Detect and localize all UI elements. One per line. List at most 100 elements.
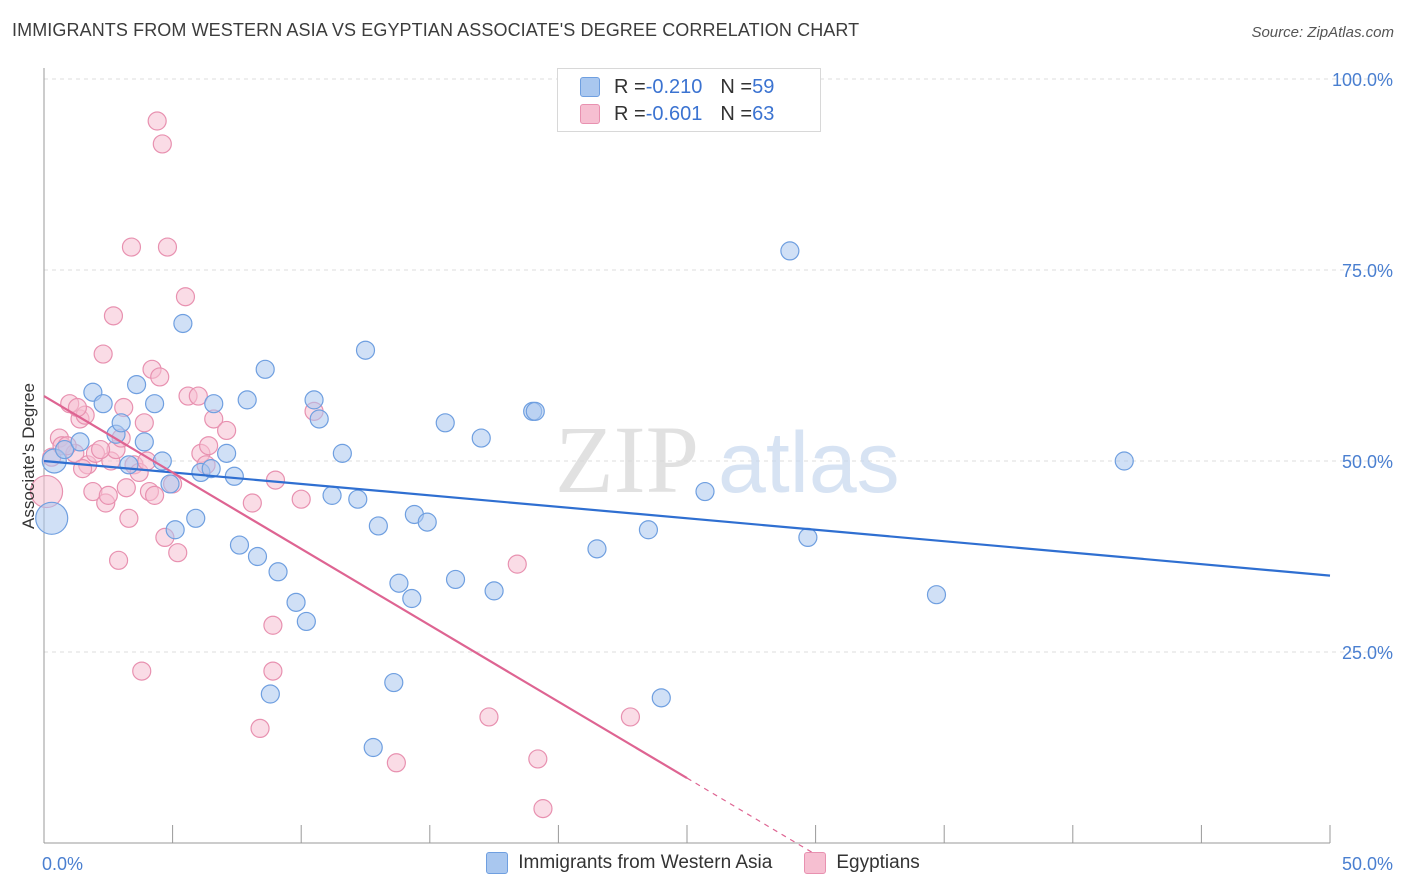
western-asia-point (484, 581, 504, 601)
western-asia-point (355, 340, 376, 360)
egyptians-point (108, 550, 129, 570)
egyptians-point (72, 459, 93, 479)
western-asia-trend-line (43, 459, 1331, 577)
western-asia-point (111, 413, 131, 433)
x-tick-label: 0.0% (42, 854, 83, 874)
egyptians-point (242, 493, 262, 513)
egyptians-point (528, 749, 548, 769)
western-asia-point (165, 520, 185, 540)
western-asia-point (286, 592, 306, 612)
n-label: N = (720, 102, 753, 125)
series2-swatch (580, 104, 600, 124)
chart-title: IMMIGRANTS FROM WESTERN ASIA VS EGYPTIAN… (12, 20, 860, 40)
r-value: -0.210 (645, 75, 703, 98)
western-asia-point (160, 474, 180, 494)
western-asia-point (35, 501, 69, 535)
legend-item-western-asia[interactable]: Immigrants from Western Asia (486, 852, 772, 874)
n-value: 59 (752, 75, 775, 98)
watermark-atlas: atlas (718, 415, 900, 511)
western-asia-point (695, 481, 715, 502)
egyptians-point (199, 436, 219, 456)
egyptians-point (90, 439, 111, 460)
western-asia-point (348, 489, 368, 509)
western-asia-point (255, 359, 275, 379)
egyptians-point (134, 413, 154, 433)
legend-item-egyptians[interactable]: Egyptians (804, 852, 920, 874)
egyptians-point (263, 661, 283, 681)
western-asia-point (384, 672, 404, 693)
western-asia-point (54, 439, 75, 460)
western-asia-point (780, 241, 800, 261)
western-asia-point (134, 432, 154, 452)
western-asia-point (435, 413, 455, 433)
egyptians-point (150, 367, 170, 387)
western-asia-point (173, 313, 193, 334)
western-asia-point (201, 459, 221, 479)
y-axis-label: Associate's Degree (19, 383, 38, 529)
series2-swatch (804, 852, 827, 874)
western-asia-point (247, 546, 268, 567)
data-points (29, 111, 1134, 819)
watermark: ZIP atlas (555, 406, 900, 513)
western-asia-point (217, 443, 237, 463)
western-asia-point (309, 409, 329, 429)
western-asia-point (368, 516, 388, 536)
egyptians-point (175, 287, 196, 307)
egyptians-point (386, 753, 406, 773)
egyptians-point (103, 306, 124, 326)
y-tick-label: 100.0% (1332, 70, 1393, 90)
western-asia-point (186, 508, 206, 528)
egyptians-point (263, 615, 283, 635)
western-asia-point (587, 539, 607, 559)
y-tick-label: 75.0% (1342, 261, 1393, 281)
series1-swatch (486, 852, 509, 874)
western-asia-point (70, 432, 90, 452)
r-label: R = (614, 102, 646, 125)
western-asia-point (926, 585, 947, 605)
egyptians-trend-extension (686, 777, 816, 855)
egyptians-point (217, 420, 237, 441)
gridlines (44, 78, 1396, 653)
western-asia-point (363, 737, 383, 758)
egyptians-point (152, 134, 172, 154)
series-legend: Immigrants from Western Asia Egyptians (0, 852, 1406, 874)
egyptians-point (188, 386, 208, 406)
legend-label: Immigrants from Western Asia (518, 852, 773, 873)
western-asia-point (417, 512, 437, 532)
western-asia-point (322, 485, 342, 505)
egyptians-point (157, 237, 178, 257)
egyptians-point (116, 478, 136, 498)
egyptians-point (291, 489, 311, 509)
r-value: -0.601 (645, 102, 703, 125)
egyptians-trend-line (43, 395, 688, 780)
western-asia-point (296, 611, 316, 632)
y-tick-label: 25.0% (1342, 643, 1393, 663)
n-value: 63 (752, 102, 775, 125)
western-asia-point (268, 562, 288, 582)
egyptians-point (147, 111, 167, 131)
western-asia-point (304, 390, 324, 410)
western-asia-point (651, 688, 671, 708)
western-asia-point (237, 390, 257, 410)
western-asia-point (126, 375, 147, 395)
legend-label: Egyptians (836, 852, 920, 873)
n-label: N = (720, 75, 753, 98)
legend-row-series2: R = -0.601 N = 63 (580, 101, 774, 127)
series1-swatch (580, 77, 600, 97)
western-asia-point (445, 569, 466, 590)
x-tick-label: 50.0% (1342, 854, 1393, 874)
western-asia-point (144, 394, 165, 414)
egyptians-point (533, 799, 553, 819)
egyptians-point (119, 508, 139, 528)
stats-legend: R = -0.210 N = 59 R = -0.601 N = 63 (557, 68, 821, 132)
legend-row-series1: R = -0.210 N = 59 (580, 74, 774, 100)
western-asia-point (224, 466, 244, 486)
western-asia-point (402, 588, 422, 609)
western-asia-point (204, 394, 224, 414)
egyptians-point (98, 485, 118, 505)
tick-labels: 25.0% 50.0% 75.0% 100.0% 0.0% 50.0% (42, 70, 1393, 874)
y-tick-label: 50.0% (1342, 452, 1393, 472)
trend-lines (43, 395, 1331, 855)
egyptians-point (620, 707, 641, 727)
